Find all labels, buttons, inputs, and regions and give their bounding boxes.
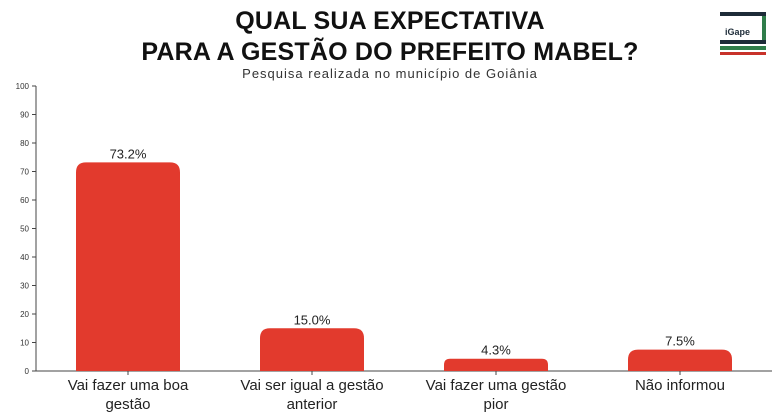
y-tick-label: 70	[20, 168, 29, 177]
igape-logo: iGape	[718, 10, 768, 60]
chart-subtitle: Pesquisa realizada no município de Goiân…	[242, 66, 538, 81]
bar-value-label: 7.5%	[665, 334, 695, 349]
bar	[76, 162, 180, 371]
bar-value-label: 4.3%	[481, 343, 511, 358]
x-category-label: Vai ser igual a gestão	[240, 377, 383, 394]
bar	[628, 349, 732, 371]
y-tick-label: 50	[20, 225, 29, 234]
chart-title-line-2: PARA A GESTÃO DO PREFEITO MABEL?	[141, 38, 639, 66]
y-tick-label: 0	[25, 367, 30, 376]
y-tick-label: 100	[16, 82, 30, 91]
y-tick-label: 20	[20, 310, 29, 319]
x-category-label: Vai fazer uma gestão	[426, 377, 567, 394]
bar-value-label: 15.0%	[294, 312, 331, 327]
bar-value-label: 73.2%	[110, 146, 147, 161]
x-category-label: pior	[483, 396, 508, 413]
bar	[444, 358, 548, 371]
igape-logo-text: iGape	[725, 27, 751, 37]
y-tick-label: 80	[20, 139, 29, 148]
x-category-label: gestão	[105, 396, 150, 413]
chart-title-line-1: QUAL SUA EXPECTATIVA	[235, 7, 545, 35]
y-tick-label: 10	[20, 339, 29, 348]
y-tick-label: 30	[20, 282, 29, 291]
y-tick-label: 60	[20, 196, 29, 205]
x-category-label: Vai fazer uma boa	[68, 377, 189, 394]
y-tick-label: 90	[20, 111, 29, 120]
igape-logo-mark	[718, 10, 768, 60]
bar	[260, 328, 364, 371]
x-category-label: anterior	[287, 396, 338, 413]
x-category-label: Não informou	[635, 377, 725, 394]
y-tick-label: 40	[20, 253, 29, 262]
